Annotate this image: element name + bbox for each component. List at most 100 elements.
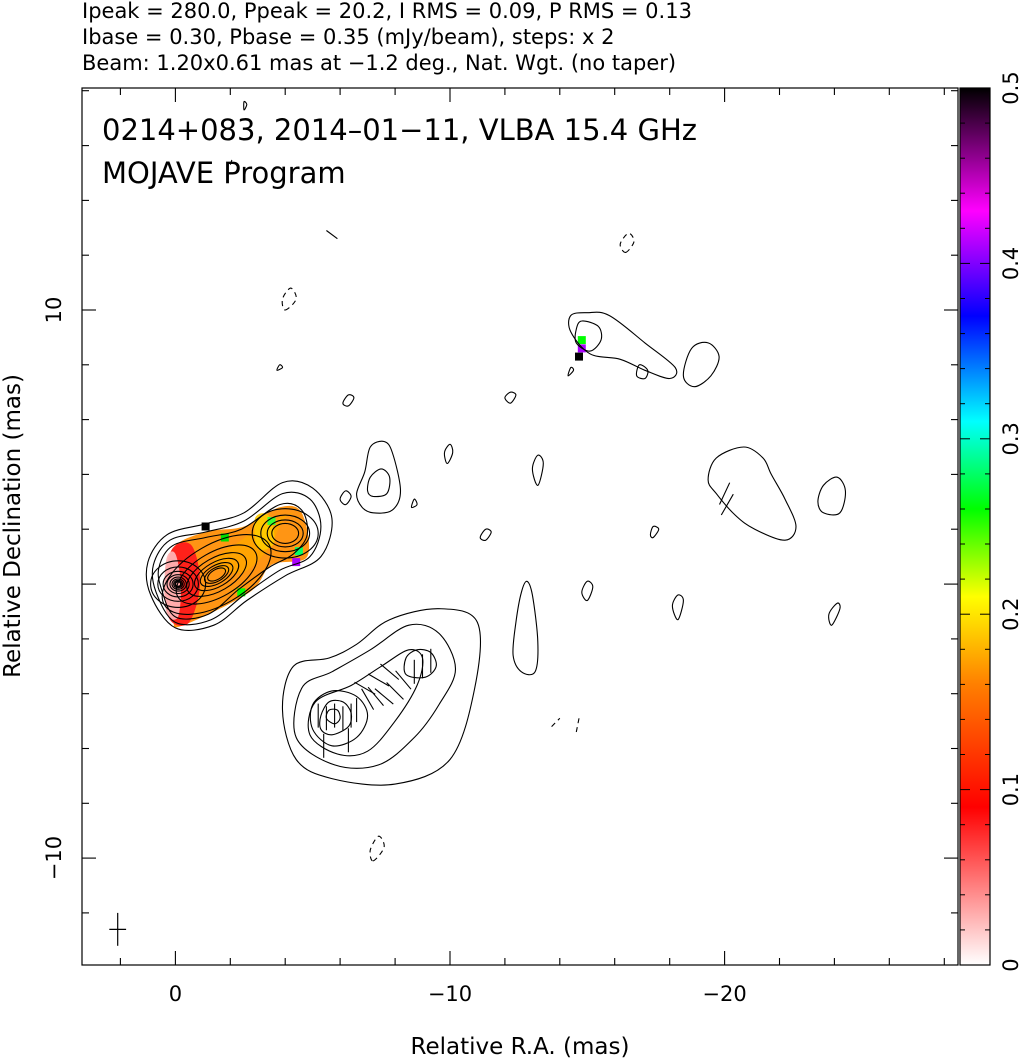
evpa-vector [361,688,375,710]
chart-subtitle: MOJAVE Program [102,156,346,190]
contour-envelope [157,502,309,620]
header-line-2: Ibase = 0.30, Pbase = 0.35 (mJy/beam), s… [82,25,614,49]
evpa-vector [354,681,376,695]
contour-level [173,579,184,589]
contour-negative [575,718,580,733]
contour-negative [369,835,385,862]
contour [649,525,660,539]
contour [531,454,544,486]
contour [243,100,248,111]
x-tick-label: −20 [702,982,746,1006]
contour-level [175,544,258,605]
contour-level [171,578,185,590]
contour-level [199,562,234,587]
contour [276,364,284,371]
colorbar-tick-label: 0.1 [999,773,1021,806]
contour [293,623,457,769]
contour [319,699,353,736]
x-tick-label: −10 [428,982,472,1006]
contour [309,690,369,747]
contour-level [207,567,227,582]
contour [567,366,575,377]
contour-level [203,565,230,584]
contour [356,440,402,514]
header-line-1: Ipeak = 280.0, Ppeak = 20.2, I RMS = 0.0… [82,0,692,23]
contour-level [150,560,207,608]
contour [828,602,841,626]
polarization-speck [237,588,246,597]
plot-frame [81,87,959,966]
colorbar-tick-label: 0.3 [999,422,1021,455]
evpa-vector [720,493,734,516]
contour [443,443,454,465]
contour-level [169,576,187,592]
contour-level [166,574,190,595]
contour-level [161,534,272,615]
contour [635,364,649,380]
contour-negative [229,156,234,165]
evpa-vector [380,663,400,680]
contour [682,341,720,388]
polarization-speck [294,547,303,556]
contour-negative [551,717,561,727]
y-tick-labels: −10 10 [42,297,66,881]
colorbar-tick-label: 0 [999,958,1021,971]
contour [281,608,481,786]
polarization-speck [220,533,229,542]
evpa-vector [386,682,404,700]
contour-layer [145,100,847,862]
contour [817,476,847,516]
contour-level [193,557,240,592]
y-axis-label: Relative Declination (mas) [0,374,26,678]
contour [581,580,594,602]
contour [479,528,492,541]
plot-area [145,100,847,862]
contour-level [266,519,304,548]
contour [504,391,517,404]
colorbar-tick-label: 0.5 [999,71,1021,104]
evpa-vector [374,688,394,705]
contour [574,320,603,352]
contour [671,594,684,621]
evpa-vector [395,670,412,690]
y-tick-label: −10 [42,836,66,880]
x-tick-labels: 0 −10 −20 [169,982,747,1006]
polarization-speck [267,517,276,525]
x-axis-label: Relative R.A. (mas) [411,1034,630,1060]
contour-level [271,522,300,544]
polarization-speck [201,522,210,531]
contour [366,468,391,498]
evpa-vector-layer [317,482,734,758]
contour-level [251,508,319,559]
contour-level [260,514,311,553]
contour [568,311,678,380]
colorbar-tick-label: 0.2 [999,597,1021,630]
contour [342,394,355,407]
polarization-speck [577,336,586,345]
contour-envelope [151,491,322,626]
contour [339,490,352,506]
contour [410,498,418,509]
contour-negative [281,287,297,311]
chart-title: 0214+083, 2014–01−11, VLBA 15.4 GHz [102,113,697,147]
evpa-vector [367,686,384,706]
contour-envelope [145,480,333,631]
polarization-speck [292,558,301,567]
contour [707,446,797,541]
y-tick-label: 10 [42,297,66,324]
contour [326,230,338,240]
x-tick-label: 0 [169,982,182,1006]
contour [512,580,539,676]
contour-level [186,552,247,597]
colorbar [959,87,991,966]
evpa-vector [719,482,731,505]
polarization-speck [575,352,583,361]
colorbar-tick-label: 0.4 [999,247,1021,280]
header-line-3: Beam: 1.20x0.61 mas at −1.2 deg., Nat. W… [82,51,676,75]
contour-negative [619,232,635,253]
evpa-vector [367,673,390,687]
beam-symbol [109,912,127,946]
axis-ticks [82,88,958,965]
